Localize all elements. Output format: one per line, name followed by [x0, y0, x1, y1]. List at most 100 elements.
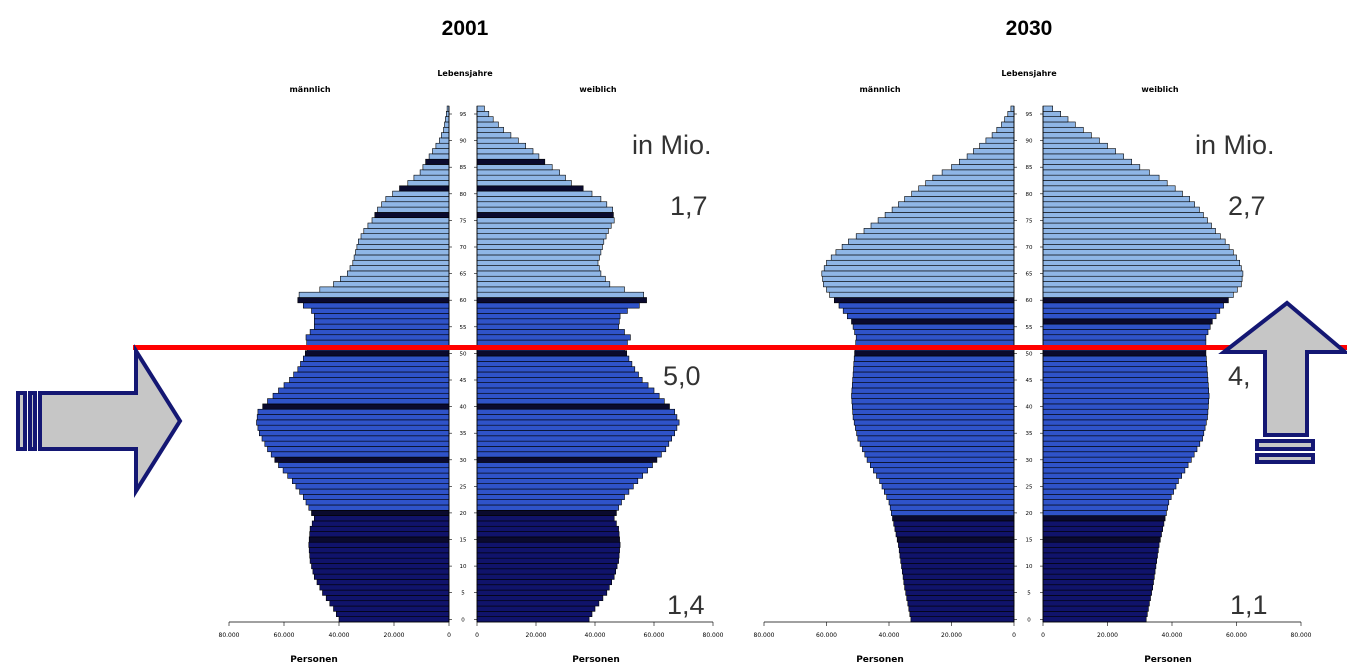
male-bar	[350, 266, 449, 271]
male-bar	[445, 122, 450, 127]
male-bar	[310, 558, 449, 563]
female-bar	[477, 478, 638, 483]
male-bar	[897, 537, 1014, 542]
male-bar	[952, 165, 1015, 170]
right-arrow-icon	[18, 351, 180, 491]
male-bar	[439, 138, 449, 143]
female-bar	[1043, 611, 1147, 616]
female-x-tick-label: 60.000	[1226, 632, 1247, 639]
male-bar	[294, 372, 449, 377]
female-bar	[1043, 329, 1208, 334]
female-bar	[1043, 393, 1209, 398]
female-label-2001: weiblich	[579, 85, 617, 94]
total-middle-2030: 4,	[1228, 361, 1251, 391]
female-bar	[477, 207, 613, 212]
male-bar	[959, 159, 1014, 164]
male-bar	[393, 191, 449, 196]
female-bar	[1043, 282, 1241, 287]
female-bar	[1043, 239, 1225, 244]
age-tick-label: 10	[1026, 564, 1033, 570]
female-bar	[1043, 127, 1083, 132]
female-bar	[477, 590, 607, 595]
male-bar	[307, 340, 449, 345]
male-bar	[854, 356, 1014, 361]
female-bar	[477, 303, 639, 308]
female-bar	[1043, 308, 1220, 313]
female-bar	[477, 234, 606, 239]
male-x-tick-label: 40.000	[879, 632, 900, 639]
male-bar	[364, 228, 449, 233]
male-bar	[900, 553, 1014, 558]
male-bar	[279, 388, 450, 393]
male-bar	[298, 367, 449, 372]
male-bar	[273, 393, 449, 398]
age-tick-label: 70	[460, 245, 467, 251]
female-bar	[1043, 563, 1156, 568]
age-tick-label: 75	[1026, 218, 1033, 224]
female-x-ticks-2030: 0 20.000 40.000 60.000 80.000	[1041, 622, 1312, 639]
male-bar	[258, 409, 449, 414]
female-bar	[1043, 606, 1148, 611]
female-bar	[477, 500, 622, 505]
female-bar	[477, 388, 654, 393]
female-bar	[1043, 122, 1075, 127]
male-bar	[317, 579, 449, 584]
female-bar	[1043, 484, 1176, 489]
male-bar	[320, 585, 449, 590]
female-bar	[1043, 558, 1157, 563]
male-x-tick-label: 20.000	[384, 632, 405, 639]
male-bar	[1005, 117, 1014, 122]
male-bar	[400, 186, 450, 191]
female-bar	[1043, 521, 1164, 526]
age-tick-label: 30	[460, 458, 467, 464]
female-bar	[477, 143, 526, 148]
male-bar	[853, 372, 1014, 377]
age-tick-label: 30	[1026, 458, 1033, 464]
female-bar	[477, 319, 619, 324]
male-bar	[314, 319, 449, 324]
female-bar	[477, 138, 518, 143]
female-bar	[1043, 202, 1195, 207]
female-bar	[1043, 579, 1154, 584]
total-young-2030: 1,1	[1230, 590, 1268, 620]
female-bar	[477, 473, 643, 478]
male-bar	[309, 505, 449, 510]
female-bar	[1043, 436, 1203, 441]
age-tick-label: 65	[460, 272, 467, 278]
female-x-tick-label: 20.000	[526, 632, 547, 639]
female-bar	[1043, 526, 1163, 531]
male-bar	[839, 303, 1014, 308]
male-bar	[853, 324, 1014, 329]
female-bar	[1043, 303, 1224, 308]
chart-title-2001: 2001	[442, 17, 489, 40]
male-bar	[420, 170, 449, 175]
female-bar	[1043, 516, 1165, 521]
male-bar	[856, 335, 1014, 340]
male-bar	[827, 260, 1015, 265]
male-bar	[347, 271, 449, 276]
male-bar	[902, 569, 1014, 574]
male-bar	[279, 462, 450, 467]
female-bar	[477, 127, 504, 132]
female-bar	[477, 404, 670, 409]
male-bar	[899, 548, 1014, 553]
male-bar	[314, 313, 449, 318]
age-tick-label: 50	[460, 351, 467, 357]
female-bar	[1043, 154, 1124, 159]
male-bar	[898, 202, 1014, 207]
female-bar	[477, 563, 617, 568]
female-bar	[1043, 234, 1220, 239]
male-bar	[356, 250, 450, 255]
female-bar	[477, 218, 614, 223]
age-tick-label: 5	[461, 591, 465, 597]
male-bar	[831, 255, 1014, 260]
male-bar	[926, 180, 1014, 185]
female-bar	[1043, 505, 1168, 510]
male-bar	[305, 351, 449, 356]
female-bar	[477, 287, 625, 292]
female-bar	[1043, 149, 1116, 154]
female-bar	[1043, 191, 1183, 196]
age-tick-label: 35	[1026, 431, 1033, 437]
male-bar	[870, 462, 1014, 467]
